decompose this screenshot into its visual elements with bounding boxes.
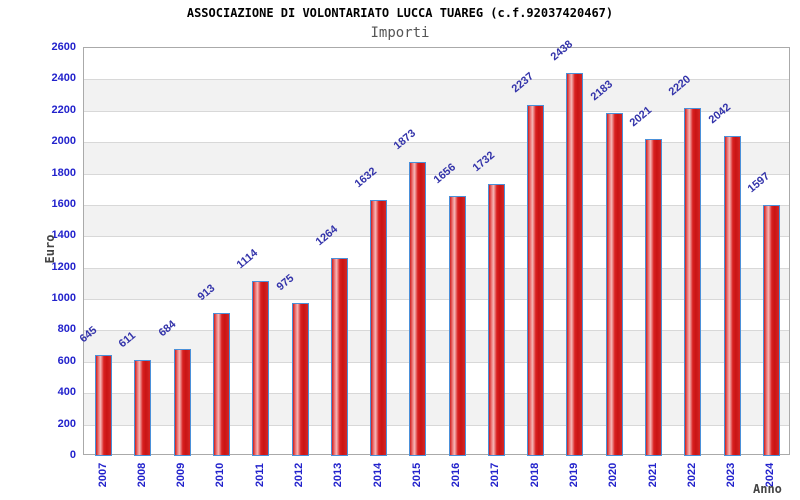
bar-2018 bbox=[527, 104, 545, 456]
gridline bbox=[84, 204, 789, 206]
y-tick-label: 0 bbox=[69, 449, 76, 461]
x-tick-label: 2019 bbox=[567, 462, 580, 488]
gridline bbox=[84, 79, 789, 81]
y-tick-label: 2000 bbox=[51, 135, 76, 148]
x-tick-label: 2009 bbox=[175, 462, 188, 488]
grid-band bbox=[84, 204, 789, 237]
grid-band bbox=[84, 330, 789, 362]
x-tick-label: 2013 bbox=[332, 462, 345, 488]
y-tick-label: 200 bbox=[57, 417, 76, 430]
y-tick-label: 1000 bbox=[51, 292, 76, 305]
x-tick-label: 2020 bbox=[607, 462, 620, 488]
bar-2008 bbox=[134, 360, 152, 456]
bar-2020 bbox=[605, 113, 623, 456]
x-tick-label: 2010 bbox=[214, 462, 227, 488]
bar-2016 bbox=[448, 196, 466, 456]
gridline bbox=[84, 361, 789, 363]
bar-2010 bbox=[212, 312, 230, 456]
bar-2011 bbox=[252, 281, 270, 456]
bar-2023 bbox=[723, 135, 741, 456]
gridline bbox=[84, 142, 789, 144]
bar-2007 bbox=[95, 354, 113, 456]
x-tick-label: 2014 bbox=[371, 462, 384, 488]
y-tick-label: 1200 bbox=[51, 260, 76, 273]
bar-2022 bbox=[684, 107, 702, 456]
x-tick-label: 2015 bbox=[410, 462, 423, 488]
chart-subtitle: Importi bbox=[370, 25, 430, 41]
x-axis-title: Anno bbox=[753, 482, 782, 496]
bar-2021 bbox=[645, 138, 663, 456]
y-tick-label: 2400 bbox=[51, 72, 76, 85]
grid-band bbox=[84, 267, 789, 300]
x-tick-label: 2007 bbox=[96, 462, 109, 488]
y-axis-title: Euro bbox=[43, 234, 57, 264]
bar-2017 bbox=[487, 184, 505, 456]
bar-2013 bbox=[330, 257, 348, 456]
gridline bbox=[84, 299, 789, 301]
y-tick-label: 600 bbox=[57, 354, 76, 367]
x-tick-label: 2023 bbox=[725, 462, 738, 488]
y-tick-label: 1800 bbox=[51, 166, 76, 179]
gridline bbox=[84, 173, 789, 175]
y-tick-label: 800 bbox=[57, 323, 76, 336]
grid-band bbox=[84, 142, 789, 174]
bar-2009 bbox=[173, 348, 191, 456]
x-tick-label: 2008 bbox=[135, 462, 148, 488]
y-tick-label: 2200 bbox=[51, 103, 76, 116]
gridline bbox=[84, 330, 789, 332]
bar-2019 bbox=[566, 73, 584, 456]
y-tick-label: 400 bbox=[57, 386, 76, 399]
bar-2014 bbox=[370, 199, 388, 456]
grid-band bbox=[84, 393, 789, 425]
x-tick-label: 2016 bbox=[450, 462, 463, 488]
bar-2015 bbox=[409, 162, 427, 456]
gridline bbox=[84, 424, 789, 426]
bar-2024 bbox=[762, 205, 780, 456]
y-tick-label: 1600 bbox=[51, 197, 76, 210]
x-tick-label: 2012 bbox=[293, 462, 306, 488]
grid-band bbox=[84, 79, 789, 111]
y-tick-label: 2600 bbox=[51, 41, 76, 53]
x-tick-label: 2017 bbox=[489, 462, 502, 488]
x-tick-label: 2018 bbox=[528, 462, 541, 488]
y-tick-label: 1400 bbox=[51, 229, 76, 242]
gridline bbox=[84, 267, 789, 269]
chart-title: ASSOCIAZIONE DI VOLONTARIATO LUCCA TUARE… bbox=[186, 6, 614, 20]
x-tick-label: 2011 bbox=[253, 463, 266, 487]
bar-2012 bbox=[291, 303, 309, 456]
gridline bbox=[84, 236, 789, 238]
gridline bbox=[84, 393, 789, 395]
plot-area bbox=[83, 47, 790, 456]
x-tick-label: 2022 bbox=[685, 462, 698, 488]
x-tick-label: 2021 bbox=[646, 462, 659, 488]
gridline bbox=[84, 110, 789, 112]
